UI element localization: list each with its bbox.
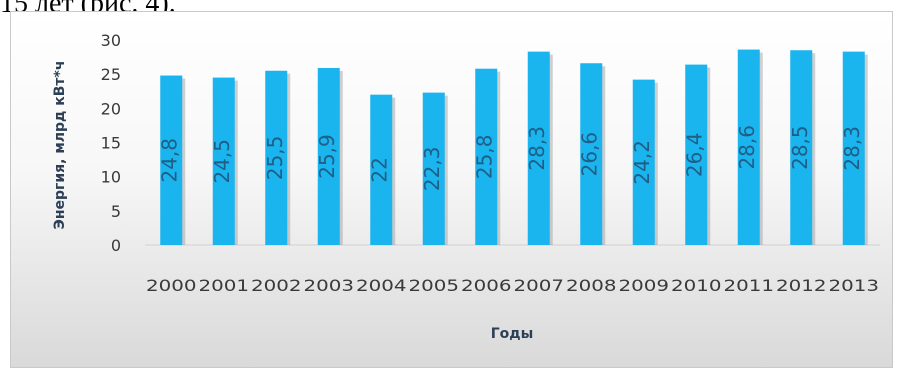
- bar-2008: [580, 63, 603, 245]
- bar-2013: [842, 51, 865, 245]
- data-label: 24,2: [630, 140, 654, 185]
- data-label: 24,5: [210, 139, 234, 184]
- bar-2001: [212, 77, 235, 245]
- x-axis-ticks: 2000 2001 2002 2003 2004 2005 2006 2007 2008 2009…: [146, 276, 879, 295]
- bar-2003: [317, 68, 340, 246]
- x-tick-label: 2009: [619, 276, 670, 295]
- bar-2007: [527, 51, 550, 245]
- x-tick-label: 2005: [409, 276, 460, 295]
- bar-2006: [475, 68, 498, 245]
- y-tick-label: 20: [101, 99, 121, 118]
- x-tick-label: 2008: [566, 276, 617, 295]
- x-tick-label: 2004: [356, 276, 407, 295]
- bar-2012: [790, 50, 813, 245]
- bar-2004: [370, 94, 393, 246]
- x-tick-label: 2000: [146, 276, 197, 295]
- bar-2010: [685, 64, 708, 245]
- x-tick-label: 2012: [776, 276, 827, 295]
- data-label: 22: [368, 157, 392, 182]
- data-label: 28,3: [525, 126, 549, 171]
- y-tick-label: 30: [101, 31, 121, 50]
- bar-2005: [422, 92, 445, 245]
- x-tick-label: 2013: [829, 276, 880, 295]
- data-label: 28,3: [840, 126, 864, 171]
- data-label: 25,9: [315, 134, 339, 179]
- y-axis-label: Энергия, млрд кВт*ч: [52, 61, 68, 230]
- x-tick-label: 2007: [514, 276, 565, 295]
- x-tick-label: 2001: [199, 276, 250, 295]
- y-tick-label: 10: [101, 168, 121, 187]
- data-label: 24,8: [158, 138, 182, 183]
- data-label: 26,4: [683, 133, 707, 178]
- x-tick-label: 2006: [461, 276, 512, 295]
- bar-2011: [737, 49, 760, 245]
- x-tick-label: 2011: [724, 276, 775, 295]
- x-axis-label: Годы: [491, 326, 534, 342]
- data-label: 28,5: [788, 125, 812, 170]
- y-tick-label: 25: [101, 65, 121, 84]
- y-tick-label: 0: [111, 236, 121, 255]
- data-label: 25,8: [473, 135, 497, 180]
- bars: 24,8 24,5 25,5 25,9 22 22,3 25,8 28,3 26,6 24,2 26…: [158, 49, 868, 246]
- x-tick-label: 2010: [671, 276, 722, 295]
- x-tick-label: 2003: [304, 276, 355, 295]
- y-tick-label: 5: [111, 202, 121, 221]
- x-tick-label: 2002: [251, 276, 302, 295]
- bar-2000: [160, 75, 183, 246]
- data-label: 22,3: [420, 147, 444, 192]
- y-tick-label: 15: [101, 134, 121, 153]
- bar-2009: [632, 79, 655, 245]
- y-axis-ticks: 0 5 10 15 20 25 30: [101, 31, 121, 255]
- bar-2002: [265, 70, 288, 245]
- data-label: 26,6: [578, 132, 602, 177]
- data-label: 25,5: [263, 136, 287, 181]
- data-label: 28,6: [735, 125, 759, 170]
